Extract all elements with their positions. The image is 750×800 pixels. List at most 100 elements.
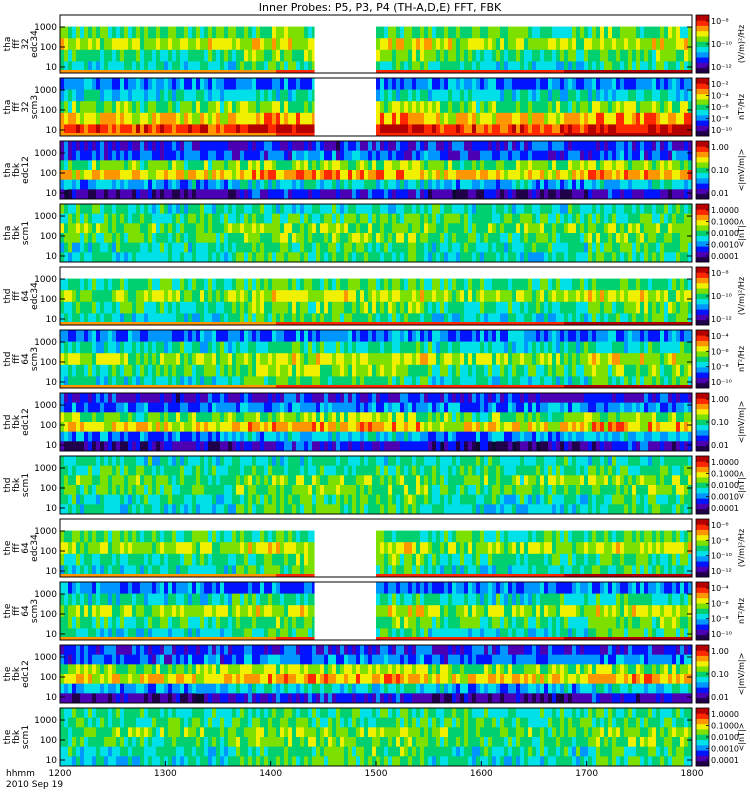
colorbar-tick-label: 1.0000 — [711, 206, 739, 215]
panel-label: fbk — [12, 477, 22, 492]
colorbar-unit: <|mV/m|> — [737, 401, 746, 444]
panel-label: edc34 — [30, 30, 40, 58]
panel-frame — [59, 455, 693, 515]
y-tick-label: 10 — [46, 189, 58, 199]
x-tick-label: 1400 — [259, 769, 282, 779]
y-tick-label: 100 — [40, 232, 57, 242]
panel-label: edc12 — [21, 660, 31, 688]
panel-label: 64 — [21, 605, 31, 617]
colorbar: 1.00 0.10 0.01 <|mV/m|> — [695, 392, 746, 452]
colorbar-tick-label: 1.00 — [711, 143, 729, 152]
y-tick-label: 100 — [40, 484, 57, 494]
y-axis: 1000 100 10 — [34, 653, 692, 703]
x-axis-row-label: hhmm — [6, 769, 35, 779]
colorbar-unit: <|mV/m|> — [737, 149, 746, 192]
colorbar-tick-label: 0.01 — [711, 693, 729, 702]
panel-label: 32 — [21, 101, 31, 112]
panel-frame — [59, 644, 693, 704]
y-axis: 1000 100 10 — [34, 590, 692, 640]
colorbar-tick-label: 10⁻⁸ — [711, 536, 729, 545]
panel-label: fff — [12, 605, 22, 615]
panel-the-fbk-edc12: 1000 100 10 the fbk edc12 1.00 0.10 0.01 <|mV/m|> — [3, 644, 746, 704]
x-tick-label: 1800 — [681, 769, 704, 779]
panel-label: fbk — [12, 225, 22, 240]
panel-label: the — [3, 666, 13, 681]
panel-label: fff — [12, 101, 22, 111]
panel-label: 32 — [21, 38, 31, 49]
colorbar-tick-label: 10⁻¹⁰ — [711, 552, 732, 561]
colorbar-tick-label: 10⁻⁸ — [711, 17, 729, 26]
colorbar: 10⁻⁸ 10⁻¹⁰ 10⁻¹² (V/m)²/Hz — [695, 14, 746, 74]
panel-label: edc34 — [30, 534, 40, 562]
y-tick-label: 10 — [46, 441, 58, 451]
y-tick-label: 100 — [40, 421, 57, 431]
colorbar-tick-label: 0.1000 — [711, 218, 739, 227]
colorbar-tick-label: 10⁻⁸ — [711, 269, 729, 278]
data-gap — [314, 582, 376, 640]
y-tick-label: 10 — [46, 126, 58, 136]
y-axis: 1000 100 10 — [34, 716, 692, 766]
colorbar-tick-label: 10⁻¹² — [711, 315, 732, 324]
data-gap — [314, 15, 376, 73]
y-tick-label: 1000 — [34, 149, 57, 159]
spectrogram — [60, 519, 692, 577]
spectrogram — [60, 582, 692, 640]
panel-label: fbk — [12, 729, 22, 744]
colorbar-tick-label: 0.01 — [711, 441, 729, 450]
x-axis: 1200 1300 1400 1500 1600 1700 1800 — [49, 761, 704, 779]
panel-frame — [59, 140, 693, 200]
panel-frame — [59, 392, 693, 452]
y-tick-label: 100 — [40, 295, 57, 305]
x-tick-label: 1600 — [470, 769, 493, 779]
colorbar: 1.00 0.10 0.01 <|mV/m|> — [695, 140, 746, 200]
panel-label: tha — [3, 100, 13, 115]
spectrogram — [60, 645, 692, 703]
colorbar-tick-label: 0.0010 — [711, 493, 739, 502]
colorbar-tick-label: 10⁻² — [711, 80, 729, 89]
panel-frame — [59, 77, 693, 137]
panel-label: 64 — [21, 290, 31, 302]
colorbar-tick-label: 0.01 — [711, 189, 729, 198]
panel-label: scm1 — [21, 725, 31, 749]
panel-label: scm3 — [30, 95, 40, 119]
colorbar-tick-label: 0.0001 — [711, 504, 739, 513]
colorbar-tick-label: 0.0100 — [711, 229, 739, 238]
colorbar-tick-label: 10⁻⁴ — [711, 92, 729, 101]
panel-frame — [59, 266, 693, 326]
panel-label: fff — [12, 290, 22, 300]
colorbar-tick-label: 10⁻⁶ — [711, 103, 729, 112]
colorbar-tick-label: 0.0010 — [711, 241, 739, 250]
panel-the-fff-edc34: 1000 100 10 the fff 64 edc34 10⁻⁶ 10⁻⁸ 10⁻¹⁰ 10⁻¹²… — [3, 518, 746, 578]
panel-frame — [59, 203, 693, 263]
y-axis: 1000 100 10 — [34, 275, 692, 325]
y-axis: 1000 100 10 — [34, 149, 692, 199]
colorbar-tick-label: 10⁻¹⁰ — [711, 292, 732, 301]
panel-the-fff-scm3: 1000 100 10 the fff 64 scm3 10⁻⁴ 10⁻⁶ 10⁻⁸ 10⁻¹⁰ nT… — [3, 581, 746, 641]
panel-label: 64 — [21, 353, 31, 365]
panel-label: edc12 — [21, 156, 31, 184]
colorbar-tick-label: 0.1000 — [711, 470, 739, 479]
panel-label: scm3 — [30, 599, 40, 623]
y-tick-label: 100 — [40, 169, 57, 179]
y-axis: 1000 100 10 — [34, 86, 692, 136]
y-tick-label: 10 — [46, 63, 58, 73]
colorbar-unit: (V/m)²/Hz — [737, 529, 746, 567]
colorbar-tick-label: 0.1000 — [711, 722, 739, 731]
y-tick-label: 100 — [40, 610, 57, 620]
colorbar: 10⁻² 10⁻⁴ 10⁻⁶ 10⁻⁸ 10⁻¹⁰ nT²/Hz — [695, 77, 746, 137]
colorbar-unit: nT²/Hz — [737, 94, 746, 120]
panel-label: tha — [3, 226, 13, 241]
y-tick-label: 1000 — [34, 590, 57, 600]
panel-label: thd — [3, 415, 13, 430]
y-tick-label: 10 — [46, 756, 58, 766]
spectrogram — [60, 204, 692, 262]
colorbar-unit: (V/m)²/Hz — [737, 277, 746, 315]
chart-title: Inner Probes: P5, P3, P4 (TH-A,D,E) FFT,… — [259, 1, 502, 14]
y-axis: 1000 100 10 — [34, 527, 692, 577]
colorbar-tick-label: 10⁻⁶ — [711, 521, 729, 530]
y-tick-label: 100 — [40, 106, 57, 116]
colorbar: 10⁻⁶ 10⁻⁸ 10⁻¹⁰ 10⁻¹² (V/m)²/Hz — [695, 518, 746, 578]
colorbar: 1.0000 0.1000 0.0100 0.0010 0.0001 <|nT|> — [695, 203, 746, 263]
colorbar-tick-label: 1.0000 — [711, 710, 739, 719]
y-tick-label: 1000 — [34, 653, 57, 663]
